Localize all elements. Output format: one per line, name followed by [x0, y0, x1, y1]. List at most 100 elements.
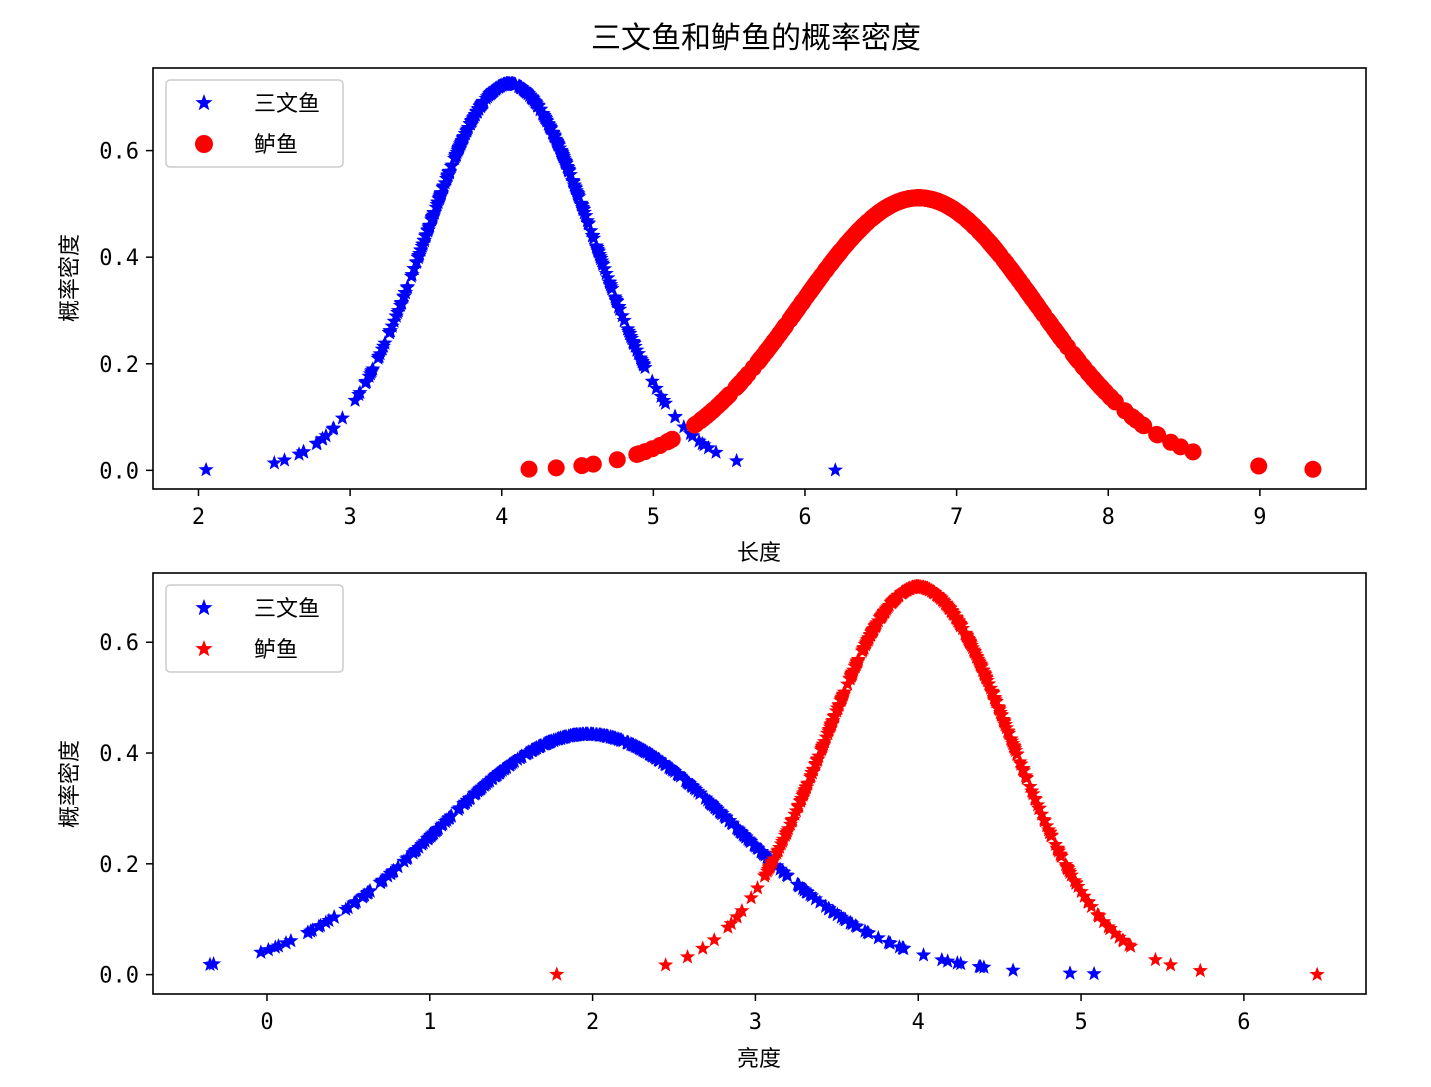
- star-marker: [1025, 785, 1041, 801]
- y-axis-ticks-brightness: 0.0 0.2 0.4 0.6: [99, 631, 153, 989]
- star-marker: [616, 312, 632, 328]
- star-marker: [882, 935, 898, 950]
- star-marker: [708, 444, 724, 459]
- star-marker: [390, 858, 406, 874]
- star-marker: [552, 140, 568, 155]
- star-marker: [1005, 962, 1021, 977]
- star-marker: [278, 935, 294, 950]
- star-marker: [465, 111, 481, 126]
- star-marker: [1080, 894, 1096, 909]
- star-marker: [748, 838, 764, 853]
- star-marker: [943, 602, 959, 618]
- star-marker: [830, 700, 846, 715]
- x-tick-label: 3: [343, 505, 356, 530]
- star-marker: [1039, 817, 1055, 833]
- star-marker: [1095, 913, 1112, 929]
- star-marker: [300, 924, 316, 940]
- star-marker: [355, 888, 372, 903]
- star-marker: [417, 833, 433, 848]
- star-marker: [648, 750, 664, 765]
- star-marker: [539, 735, 555, 750]
- star-marker: [393, 295, 409, 310]
- star-marker: [408, 842, 424, 857]
- star-marker: [966, 643, 982, 658]
- star-marker: [399, 850, 415, 866]
- star-marker: [644, 373, 660, 388]
- star-marker: [429, 821, 445, 837]
- star-marker: [475, 94, 491, 110]
- star-marker: [1043, 827, 1059, 842]
- star-marker: [608, 292, 624, 307]
- circle-marker: [1184, 443, 1202, 461]
- star-marker: [637, 359, 653, 375]
- legend-label-bass: 鲈鱼: [254, 133, 298, 158]
- star-marker: [476, 777, 492, 792]
- star-marker: [611, 298, 627, 314]
- star-marker: [728, 452, 745, 468]
- star-marker: [472, 780, 489, 796]
- star-marker: [653, 388, 669, 403]
- star-marker: [385, 862, 402, 878]
- circle-marker: [982, 236, 1000, 254]
- star-marker: [695, 940, 711, 955]
- star-marker: [1013, 756, 1029, 771]
- y-tick-label: 0.6: [99, 140, 139, 165]
- star-marker: [513, 79, 529, 94]
- star-marker: [1100, 918, 1116, 934]
- star-marker: [423, 827, 439, 842]
- star-marker: [825, 903, 841, 919]
- star-marker: [443, 158, 460, 174]
- star-marker: [795, 786, 812, 801]
- star-marker: [835, 686, 852, 701]
- circle-marker: [1250, 457, 1268, 475]
- star-marker: [735, 826, 751, 842]
- star-marker: [549, 966, 565, 981]
- y-tick-label: 0.2: [99, 353, 139, 378]
- star-marker: [1086, 965, 1102, 981]
- data-markers-length: [198, 75, 1322, 478]
- star-marker: [749, 880, 766, 895]
- star-marker: [632, 350, 649, 365]
- x-tick-label: 5: [647, 505, 660, 530]
- circle-marker: [818, 259, 836, 277]
- star-marker: [588, 238, 604, 253]
- star-marker: [685, 427, 701, 443]
- star-marker: [712, 804, 728, 819]
- legend-length: 三文鱼 鲈鱼: [165, 79, 344, 168]
- star-marker: [340, 899, 356, 915]
- star-marker: [604, 280, 620, 296]
- legend-marker-bass: [195, 135, 213, 153]
- star-marker: [526, 92, 542, 107]
- star-marker: [325, 421, 341, 436]
- star-marker: [518, 83, 534, 98]
- star-marker: [513, 748, 530, 764]
- star-marker: [457, 125, 474, 140]
- star-marker: [372, 874, 388, 890]
- star-marker: [462, 789, 478, 805]
- star-marker: [334, 410, 351, 425]
- star-marker: [820, 900, 837, 916]
- star-marker: [639, 744, 655, 760]
- circle-marker: [687, 415, 705, 433]
- star-marker: [1115, 932, 1131, 947]
- star-marker: [865, 621, 882, 637]
- star-marker: [318, 427, 334, 443]
- star-marker: [535, 105, 551, 120]
- star-marker: [397, 284, 413, 300]
- x-tick-label: 0: [260, 1010, 273, 1035]
- star-marker: [791, 878, 808, 893]
- star-marker: [818, 729, 834, 744]
- x-tick-label: 8: [1102, 505, 1115, 530]
- star-marker: [505, 76, 521, 91]
- star-marker: [583, 222, 599, 238]
- y-axis-label-length: 概率密度: [58, 234, 83, 322]
- star-marker: [898, 582, 914, 597]
- star-marker: [455, 131, 471, 146]
- star-marker: [291, 446, 307, 461]
- circle-marker: [883, 196, 901, 214]
- y-axis-ticks-length: 0.0 0.2 0.4 0.6: [99, 140, 153, 484]
- star-marker: [1059, 860, 1076, 875]
- star-marker: [829, 906, 846, 922]
- star-marker: [452, 799, 468, 815]
